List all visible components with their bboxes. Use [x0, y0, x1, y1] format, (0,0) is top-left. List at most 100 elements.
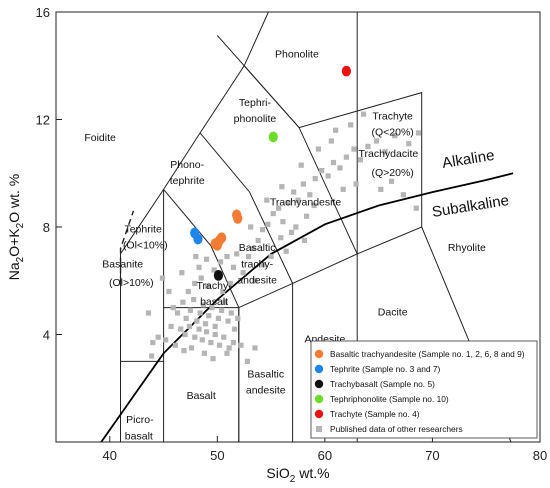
field-label: Basanite — [102, 258, 143, 270]
published-data-point — [250, 245, 256, 252]
published-data-point — [194, 318, 200, 324]
published-data-point — [259, 227, 266, 233]
published-data-point — [351, 146, 357, 152]
field-label: Phonolite — [275, 49, 319, 61]
published-data-point — [230, 264, 237, 270]
published-data-point — [199, 337, 205, 343]
field-label: Picro- — [126, 414, 154, 426]
field-label: Foidite — [84, 132, 116, 144]
published-data-point — [311, 202, 317, 209]
sample-point — [233, 213, 243, 224]
field-label: Basaltic — [239, 242, 276, 254]
field-label: (Ol>10%) — [109, 277, 154, 289]
legend-marker — [314, 409, 324, 419]
published-data-point — [231, 326, 238, 332]
published-data-point — [205, 283, 211, 289]
published-data-point — [186, 323, 192, 330]
legend-marker — [314, 379, 324, 389]
legend-marker — [314, 394, 324, 404]
published-data-point — [252, 278, 258, 284]
published-data-point — [166, 288, 172, 295]
published-data-point — [307, 192, 313, 198]
field-boundary — [298, 91, 423, 227]
published-data-point — [312, 176, 318, 182]
published-data-point — [174, 310, 181, 316]
published-data-point — [209, 305, 215, 311]
published-data-point — [280, 219, 286, 225]
published-data-point — [238, 342, 244, 348]
published-data-point — [330, 159, 337, 166]
published-data-point — [203, 256, 210, 262]
legend-label: Trachyte (Sample no. 4) — [330, 409, 420, 419]
field-boundary — [199, 132, 294, 284]
published-data-point — [221, 334, 227, 340]
field-label: andesite — [237, 274, 277, 286]
legend-marker — [314, 364, 324, 374]
published-data-point — [196, 264, 202, 270]
sample-point — [341, 65, 351, 77]
legend-marker — [314, 349, 324, 359]
published-data-point — [304, 213, 310, 219]
published-data-point — [340, 186, 346, 192]
published-data-point — [202, 321, 209, 327]
published-data-point — [353, 181, 359, 187]
legend-label: Trachybasalt (Sample no. 5) — [330, 379, 435, 389]
published-data-point — [191, 296, 197, 303]
published-data-point — [270, 210, 276, 217]
published-data-point — [268, 253, 274, 260]
published-data-point — [193, 253, 199, 260]
published-data-point — [224, 350, 230, 356]
field-label: Phono- — [170, 159, 204, 171]
sample-point — [213, 269, 224, 281]
published-data-point — [192, 334, 198, 340]
published-data-point — [225, 318, 231, 324]
field-label: Rhyolite — [448, 242, 486, 254]
published-data-point — [413, 205, 419, 211]
published-data-point — [265, 221, 271, 227]
published-data-point — [180, 299, 186, 305]
published-data-point — [392, 133, 398, 139]
published-data-point — [182, 331, 188, 338]
field-label: phonolite — [234, 113, 277, 125]
published-data-point — [264, 197, 270, 203]
sample-point — [193, 233, 203, 245]
y-axis-title: Na2O+K2O wt. % — [6, 174, 26, 280]
published-data-point — [145, 310, 152, 316]
published-data-point — [200, 302, 206, 308]
published-data-point — [159, 275, 166, 281]
published-data-point — [220, 288, 226, 295]
published-data-point — [235, 315, 241, 321]
published-data-point — [244, 358, 251, 364]
x-tick-label: 70 — [425, 448, 439, 463]
published-data-point — [361, 111, 367, 117]
published-data-point — [252, 345, 258, 351]
published-data-point — [211, 267, 217, 273]
published-data-point — [192, 280, 198, 287]
legend-label: Published data of other researchers — [330, 424, 463, 434]
published-data-point — [373, 138, 380, 144]
published-data-point — [188, 345, 195, 351]
published-data-point — [288, 229, 295, 235]
field-boundary — [216, 35, 300, 128]
published-data-point — [150, 339, 156, 346]
published-data-point — [283, 248, 289, 254]
field-boundary — [243, 65, 358, 255]
x-axis: 40 50 60 70 80 — [103, 436, 547, 463]
published-data-point — [365, 143, 371, 149]
published-data-point — [210, 356, 216, 362]
published-data-point — [230, 339, 237, 346]
alkaline-label: Alkaline — [441, 147, 496, 172]
field-label: andesite — [246, 385, 286, 397]
alkaline-curve — [100, 172, 514, 442]
published-data-point — [285, 200, 291, 206]
alkaline-subalkaline-divider — [100, 172, 514, 442]
published-data-point — [216, 342, 223, 348]
x-tick-label: 50 — [210, 448, 224, 463]
y-tick-label: 16 — [36, 5, 50, 20]
published-data-point — [415, 130, 422, 136]
published-data-point — [295, 197, 301, 203]
field-label: basalt — [125, 430, 153, 442]
field-label: Trachyandesite — [270, 197, 342, 209]
legend: Basaltic trachyandesite (Sample no. 1, 2… — [310, 340, 538, 439]
